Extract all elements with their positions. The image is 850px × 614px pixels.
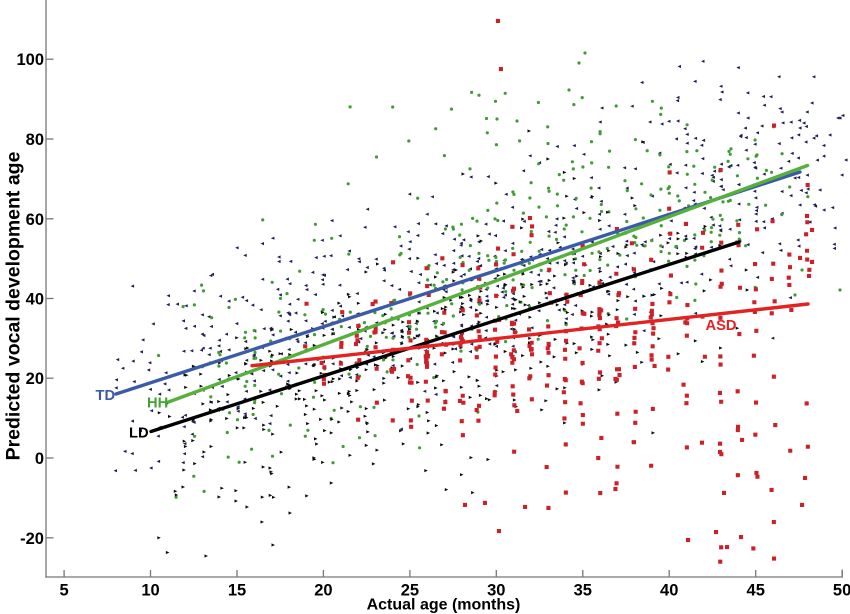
svg-text:45: 45	[747, 582, 765, 600]
svg-text:10: 10	[141, 582, 159, 600]
svg-text:0: 0	[35, 450, 44, 468]
svg-text:Predicted vocal development ag: Predicted vocal development age	[3, 151, 25, 460]
svg-text:5: 5	[60, 582, 69, 600]
svg-text:TD: TD	[96, 388, 116, 404]
svg-text:Actual age (months): Actual age (months)	[367, 597, 521, 614]
svg-text:ASD: ASD	[706, 318, 737, 334]
svg-text:40: 40	[26, 291, 44, 309]
svg-text:35: 35	[574, 582, 592, 600]
svg-text:100: 100	[16, 51, 44, 69]
svg-text:30: 30	[487, 582, 505, 600]
svg-text:20: 20	[314, 582, 332, 600]
svg-text:60: 60	[26, 211, 44, 229]
svg-text:20: 20	[26, 370, 44, 388]
svg-text:LD: LD	[129, 426, 149, 442]
svg-text:50: 50	[833, 582, 850, 600]
svg-text:80: 80	[26, 131, 44, 149]
svg-text:25: 25	[401, 582, 419, 600]
svg-text:15: 15	[228, 582, 246, 600]
svg-text:40: 40	[660, 582, 678, 600]
svg-text:HH: HH	[147, 396, 168, 412]
svg-text:-20: -20	[20, 530, 44, 548]
